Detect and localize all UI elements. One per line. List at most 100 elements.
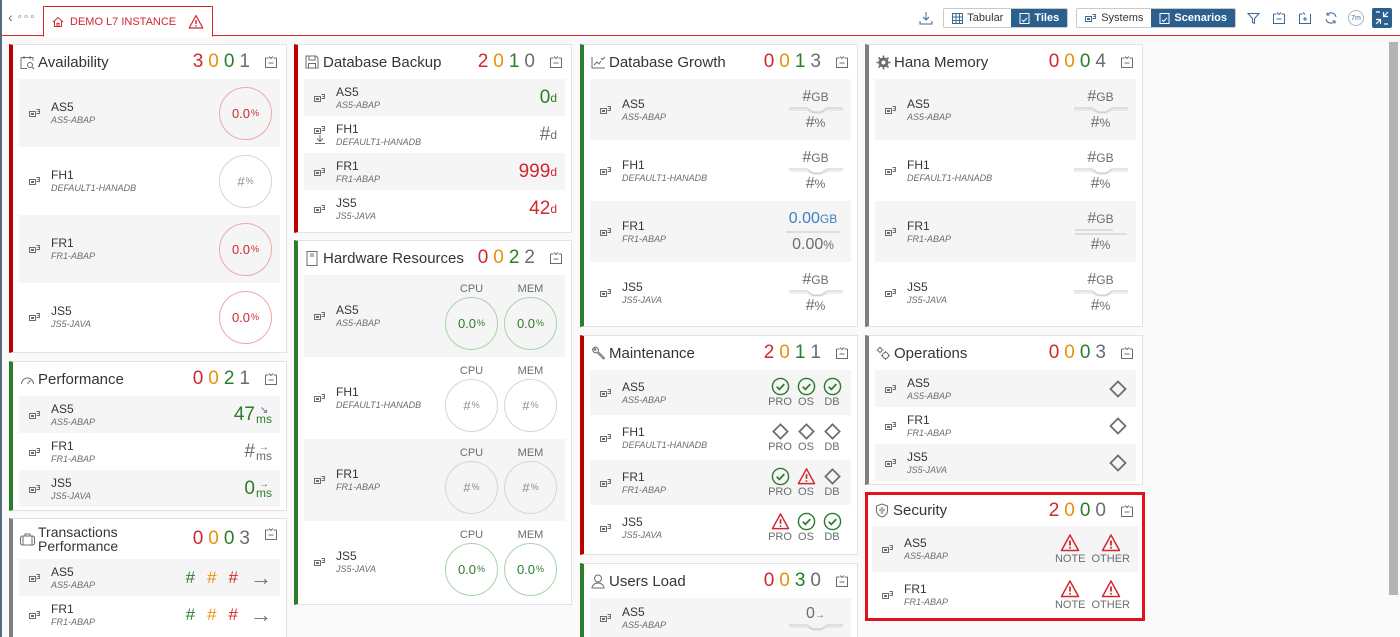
backup-age: # d <box>539 123 557 145</box>
tile-availability[interactable]: Availability 3 0 0 1 AS5 AS5-ABAP 0.0% FH… <box>9 44 287 353</box>
group-scenarios-button[interactable]: Scenarios <box>1151 9 1235 27</box>
tab-instance[interactable]: DEMO L7 INSTANCE <box>43 6 214 37</box>
system-row[interactable]: FR1 FR1-ABAP <box>875 407 1136 444</box>
user-icon <box>590 573 606 589</box>
collapse-icon[interactable] <box>835 346 849 360</box>
system-row[interactable]: JS5 JS5-JAVA 0 → ms <box>19 470 280 507</box>
mem-ring: 0.0% <box>504 542 557 596</box>
tile-title: Performance <box>38 370 124 388</box>
system-row[interactable]: FR1 FR1-ABAP 999 d <box>304 153 565 190</box>
unknown-diamond-icon <box>823 422 842 441</box>
system-row[interactable]: FR1 FR1-ABAP 0.00GB 0.00% <box>590 201 851 262</box>
system-row[interactable]: FR1 FR1-ABAP NOTE OTHER <box>872 572 1138 618</box>
memory-value: #GB #% <box>1073 210 1128 254</box>
hana-gear-icon <box>875 54 891 70</box>
system-row[interactable]: FH1 DEFAULT1-HANADB PRO OS DB <box>590 415 851 460</box>
collapse-icon[interactable] <box>1120 346 1134 360</box>
system-row[interactable]: JS5 JS5-JAVA #GB #% <box>875 262 1136 323</box>
system-row[interactable]: FH1 DEFAULT1-HANADB CPU #% MEM #% <box>304 357 565 439</box>
system-row[interactable]: AS5 AS5-ABAP #GB #% <box>875 79 1136 140</box>
system-row[interactable]: FH1 DEFAULT1-HANADB # d <box>304 116 565 153</box>
collapse-icon[interactable] <box>264 372 278 386</box>
system-row[interactable]: JS5 JS5-JAVA 0.0% <box>19 283 280 351</box>
save-icon <box>304 54 320 70</box>
view-toggle: Tabular Tiles <box>943 8 1069 28</box>
system-row[interactable]: FH1 DEFAULT1-HANADB #% <box>19 147 280 215</box>
system-row[interactable]: FH1 DEFAULT1-HANADB #GB #% <box>875 140 1136 201</box>
system-row[interactable]: AS5 AS5-ABAP <box>875 370 1136 407</box>
system-row[interactable]: AS5 AS5-ABAP 0→ <box>590 598 851 637</box>
ok-icon <box>797 512 816 531</box>
fullscreen-exit-icon[interactable] <box>1372 8 1392 28</box>
back-button[interactable]: ‹ ∘∘∘ <box>8 9 35 25</box>
sparkline <box>1073 107 1128 113</box>
system-row[interactable]: FR1 FR1-ABAP # # # → <box>19 596 280 633</box>
transaction-values: # # # → <box>185 564 272 590</box>
collapse-icon[interactable] <box>835 55 849 69</box>
collapse-icon[interactable] <box>835 574 849 588</box>
system-row[interactable]: JS5 JS5-JAVA #GB #% <box>590 262 851 323</box>
system-row[interactable]: FR1 FR1-ABAP CPU #% MEM #% <box>304 439 565 521</box>
system-row[interactable]: FR1 FR1-ABAP # → ms <box>19 433 280 470</box>
trend-down-icon: ↘ <box>259 404 269 416</box>
system-row[interactable]: AS5 AS5-ABAP 0.0% <box>19 79 280 147</box>
expand-all-icon[interactable] <box>1296 9 1314 27</box>
collapse-icon[interactable] <box>549 55 563 69</box>
system-icon <box>314 311 326 321</box>
system-row[interactable]: JS5 JS5-JAVA CPU 0.0% MEM 0.0% <box>304 521 565 603</box>
system-row[interactable]: FR1 FR1-ABAP PRO OS DB <box>590 460 851 505</box>
system-row[interactable]: JS5 JS5-JAVA PRO OS DB <box>590 505 851 550</box>
system-icon <box>29 244 41 254</box>
collapse-icon[interactable] <box>1120 504 1134 518</box>
ok-icon <box>823 377 842 396</box>
system-row[interactable]: AS5 AS5-ABAP 47 ↘ ms <box>19 396 280 433</box>
vertical-scrollbar[interactable] <box>1389 42 1398 595</box>
system-row[interactable]: JS5 JS5-JAVA <box>875 444 1136 481</box>
system-row[interactable]: FR1 FR1-ABAP 0.0% <box>19 215 280 283</box>
download-icon[interactable] <box>917 9 935 27</box>
system-row[interactable]: AS5 AS5-ABAP # # # → <box>19 559 280 596</box>
system-row[interactable]: FR1 FR1-ABAP #GB #% <box>875 201 1136 262</box>
auto-refresh-timer[interactable]: 7m <box>1348 10 1364 26</box>
tile-title: Availability <box>38 53 109 71</box>
system-row[interactable]: AS5 AS5-ABAP CPU 0.0% MEM 0.0% <box>304 275 565 357</box>
warning-icon <box>1060 533 1080 553</box>
collapse-icon[interactable] <box>264 527 278 541</box>
availability-ring: #% <box>219 154 272 208</box>
growth-value: #GB #% <box>788 149 843 193</box>
collapse-icon[interactable] <box>549 251 563 265</box>
collapse-icon[interactable] <box>1120 55 1134 69</box>
collapse-icon[interactable] <box>264 55 278 69</box>
refresh-icon[interactable] <box>1322 9 1340 27</box>
system-row[interactable]: AS5 AS5-ABAP #GB #% <box>590 79 851 140</box>
system-row[interactable]: JS5 JS5-JAVA 42 d <box>304 190 565 227</box>
view-tiles-button[interactable]: Tiles <box>1011 9 1068 27</box>
sparkline <box>1073 168 1128 174</box>
system-row[interactable]: FH1 DEFAULT1-HANADB #GB #% <box>590 140 851 201</box>
gears-icon <box>875 345 891 361</box>
system-row[interactable]: AS5 AS5-ABAP NOTE OTHER <box>872 526 1138 572</box>
cpu-ring: #% <box>445 460 498 514</box>
wrench-icon <box>590 345 606 361</box>
view-tabular-button[interactable]: Tabular <box>944 9 1012 27</box>
instance-name: DEMO L7 INSTANCE <box>70 15 177 28</box>
collapse-all-icon[interactable] <box>1270 9 1288 27</box>
filter-icon[interactable] <box>1244 9 1262 27</box>
system-row[interactable]: AS5 AS5-ABAP PRO OS DB <box>590 370 851 415</box>
group-systems-button[interactable]: Systems <box>1077 9 1152 27</box>
response-time: 0 → ms <box>244 477 272 500</box>
